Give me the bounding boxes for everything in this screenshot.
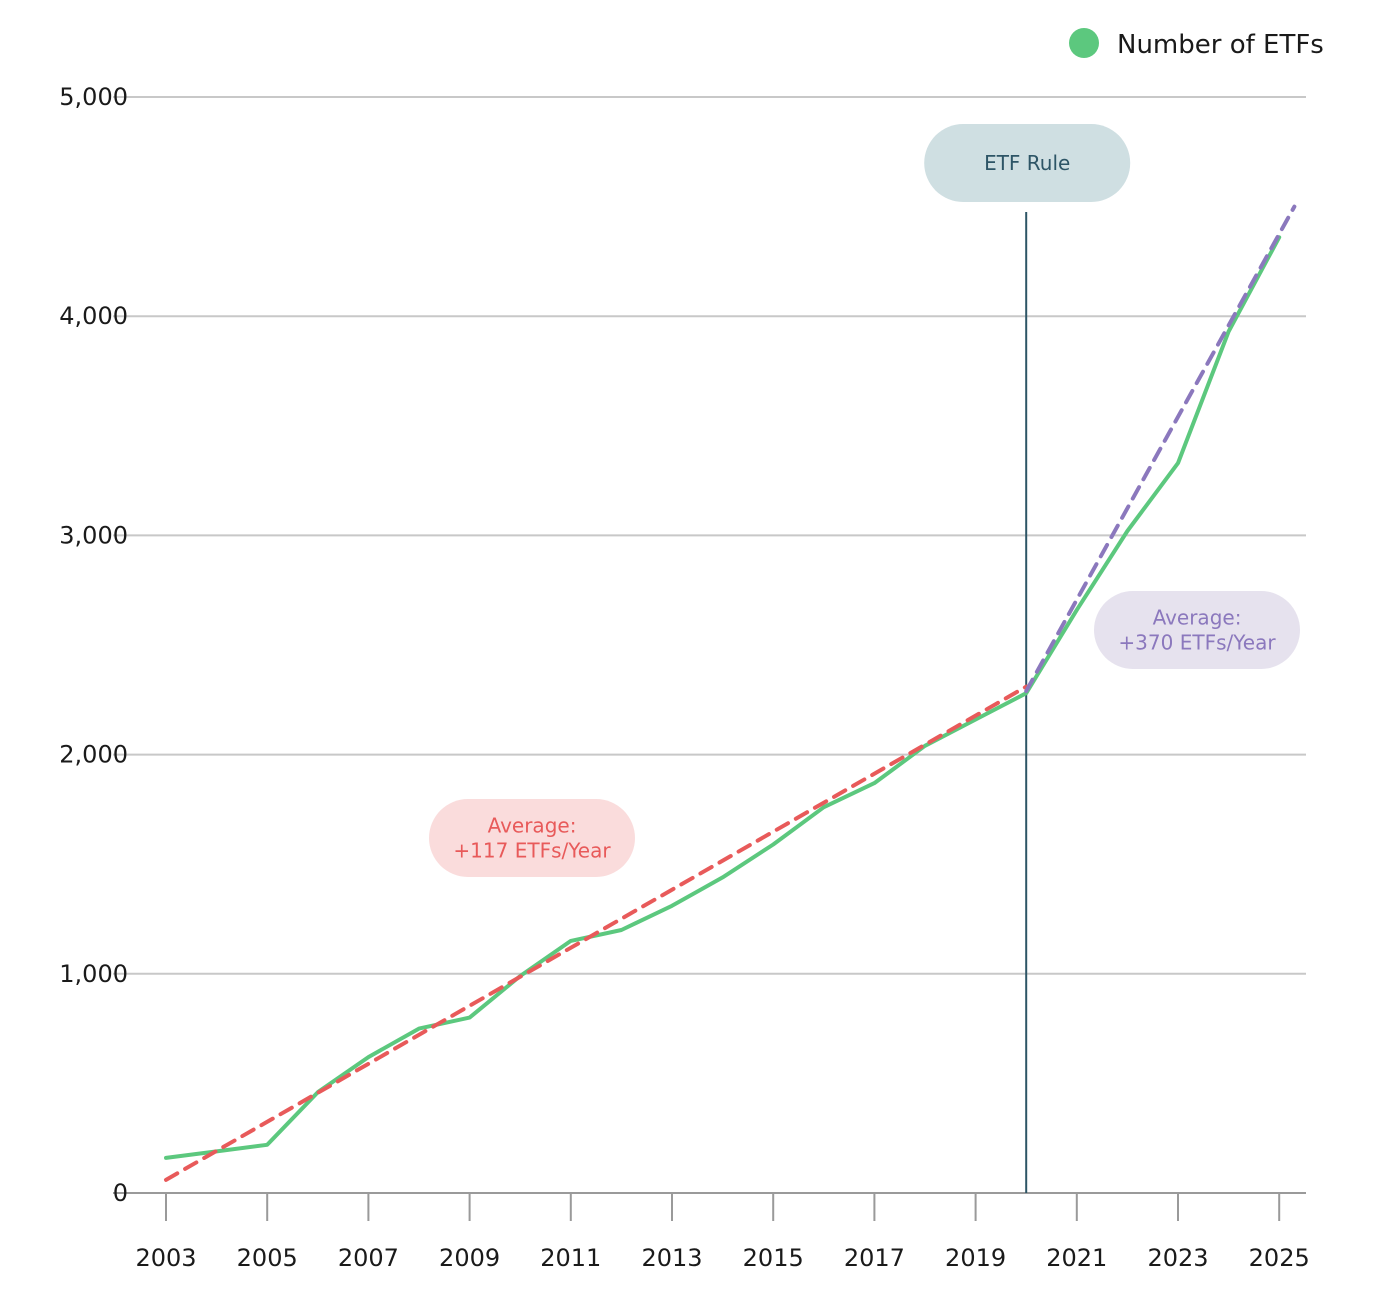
average-pre-rule-label-text: Average: xyxy=(488,814,577,838)
x-tick-label: 2005 xyxy=(237,1244,298,1272)
y-tick-label: 4,000 xyxy=(59,302,128,330)
etf-rule-label-text: ETF Rule xyxy=(984,151,1070,175)
y-tick-label: 2,000 xyxy=(59,741,128,769)
x-tick-label: 2021 xyxy=(1046,1244,1107,1272)
average-pre-rule-label-text: +117 ETFs/Year xyxy=(453,839,611,863)
x-tick-label: 2011 xyxy=(540,1244,601,1272)
x-tick-label: 2007 xyxy=(338,1244,399,1272)
y-tick-label: 5,000 xyxy=(59,83,128,111)
average-post-rule-label-text: Average: xyxy=(1153,606,1242,630)
series-line-number-of-etfs xyxy=(164,235,1282,1160)
average-post-rule-label: Average:+370 ETFs/Year xyxy=(1094,591,1300,669)
legend-marker xyxy=(1069,28,1099,58)
x-axis-labels: 2003 2005 2007 2009 2011 2013 2015 2017 2019 2021… xyxy=(135,1244,1309,1272)
y-tick-label: 0 xyxy=(113,1179,128,1207)
y-tick-label: 1,000 xyxy=(59,960,128,988)
x-tick-label: 2013 xyxy=(641,1244,702,1272)
legend-label: Number of ETFs xyxy=(1117,30,1324,60)
trend-layer xyxy=(164,204,1297,1182)
average-pre-rule-label-bg xyxy=(429,799,635,877)
average-post-rule-label-bg xyxy=(1094,591,1300,669)
series-layer xyxy=(164,235,1282,1160)
y-tick-label: 3,000 xyxy=(59,521,128,549)
x-tick-label: 2017 xyxy=(844,1244,905,1272)
x-tick-label: 2019 xyxy=(945,1244,1006,1272)
x-tick-label: 2015 xyxy=(743,1244,804,1272)
trend-line-pre-rule xyxy=(164,684,1029,1182)
y-axis-labels: 0 1,000 2,000 3,000 4,000 5,000 xyxy=(59,83,128,1207)
x-tick-label: 2023 xyxy=(1147,1244,1208,1272)
trend-line-post-rule xyxy=(1024,204,1297,694)
average-pre-rule-label: Average:+117 ETFs/Year xyxy=(429,799,635,877)
x-axis xyxy=(113,1192,1306,1221)
grid-layer xyxy=(113,96,1306,975)
x-tick-label: 2003 xyxy=(135,1244,196,1272)
x-tick-label: 2009 xyxy=(439,1244,500,1272)
average-post-rule-label-text: +370 ETFs/Year xyxy=(1118,631,1276,655)
etf-rule-label-bg xyxy=(924,124,1131,202)
x-tick-label: 2025 xyxy=(1249,1244,1310,1272)
etf-rule-label: ETF Rule xyxy=(924,124,1131,202)
legend[interactable]: Number of ETFs xyxy=(1069,28,1324,60)
